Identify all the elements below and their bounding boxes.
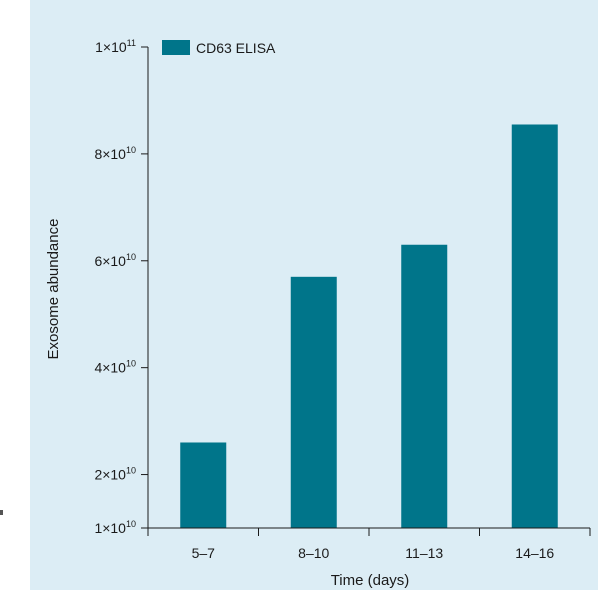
y-tick-mantissa-4: 6×10 [94,253,126,269]
y-tick-mantissa-5: 8×10 [94,146,126,162]
x-tick-label-1: 5–7 [192,545,216,561]
y-tick-exponent-1: 10 [126,519,136,529]
y-tick-mantissa-1: 1×10 [94,520,126,536]
y-tick-label-3: 4×1010 [94,359,136,376]
legend-swatch [162,40,190,55]
y-tick-exponent-2: 10 [126,466,136,476]
y-axis-title: Exosome abundance [45,219,62,360]
y-tick-label-5: 8×1010 [94,145,136,162]
x-axis-title: Time (days) [331,572,410,589]
bar-2 [290,276,337,528]
x-axis-ticks: 5–7 8–10 11–13 14–16 [147,528,591,561]
y-tick-exponent-4: 10 [126,252,136,262]
x-tick-label-4: 14–16 [515,545,554,561]
x-tick-label-3: 11–13 [405,545,443,561]
y-tick-label-4: 6×1010 [94,252,136,269]
bar-4 [511,124,558,528]
bar-1 [180,442,227,528]
y-tick-exponent-3: 10 [126,359,136,369]
bars-group [180,124,558,528]
legend: CD63 ELISA [162,40,276,56]
legend-label: CD63 ELISA [196,40,276,56]
y-tick-mantissa-2: 2×10 [94,467,126,483]
y-tick-label-2: 2×1010 [94,466,136,483]
stray-tick-mark [0,510,3,515]
y-tick-label-6: 1×1011 [95,38,136,55]
y-tick-mantissa-3: 4×10 [94,360,126,376]
y-tick-label-1: 1×1010 [94,519,136,536]
y-tick-exponent-6: 11 [127,38,136,48]
bar-3 [401,244,448,528]
y-tick-exponent-5: 10 [126,145,136,155]
y-tick-mantissa-6: 1×10 [95,39,127,55]
x-tick-label-2: 8–10 [298,545,329,561]
